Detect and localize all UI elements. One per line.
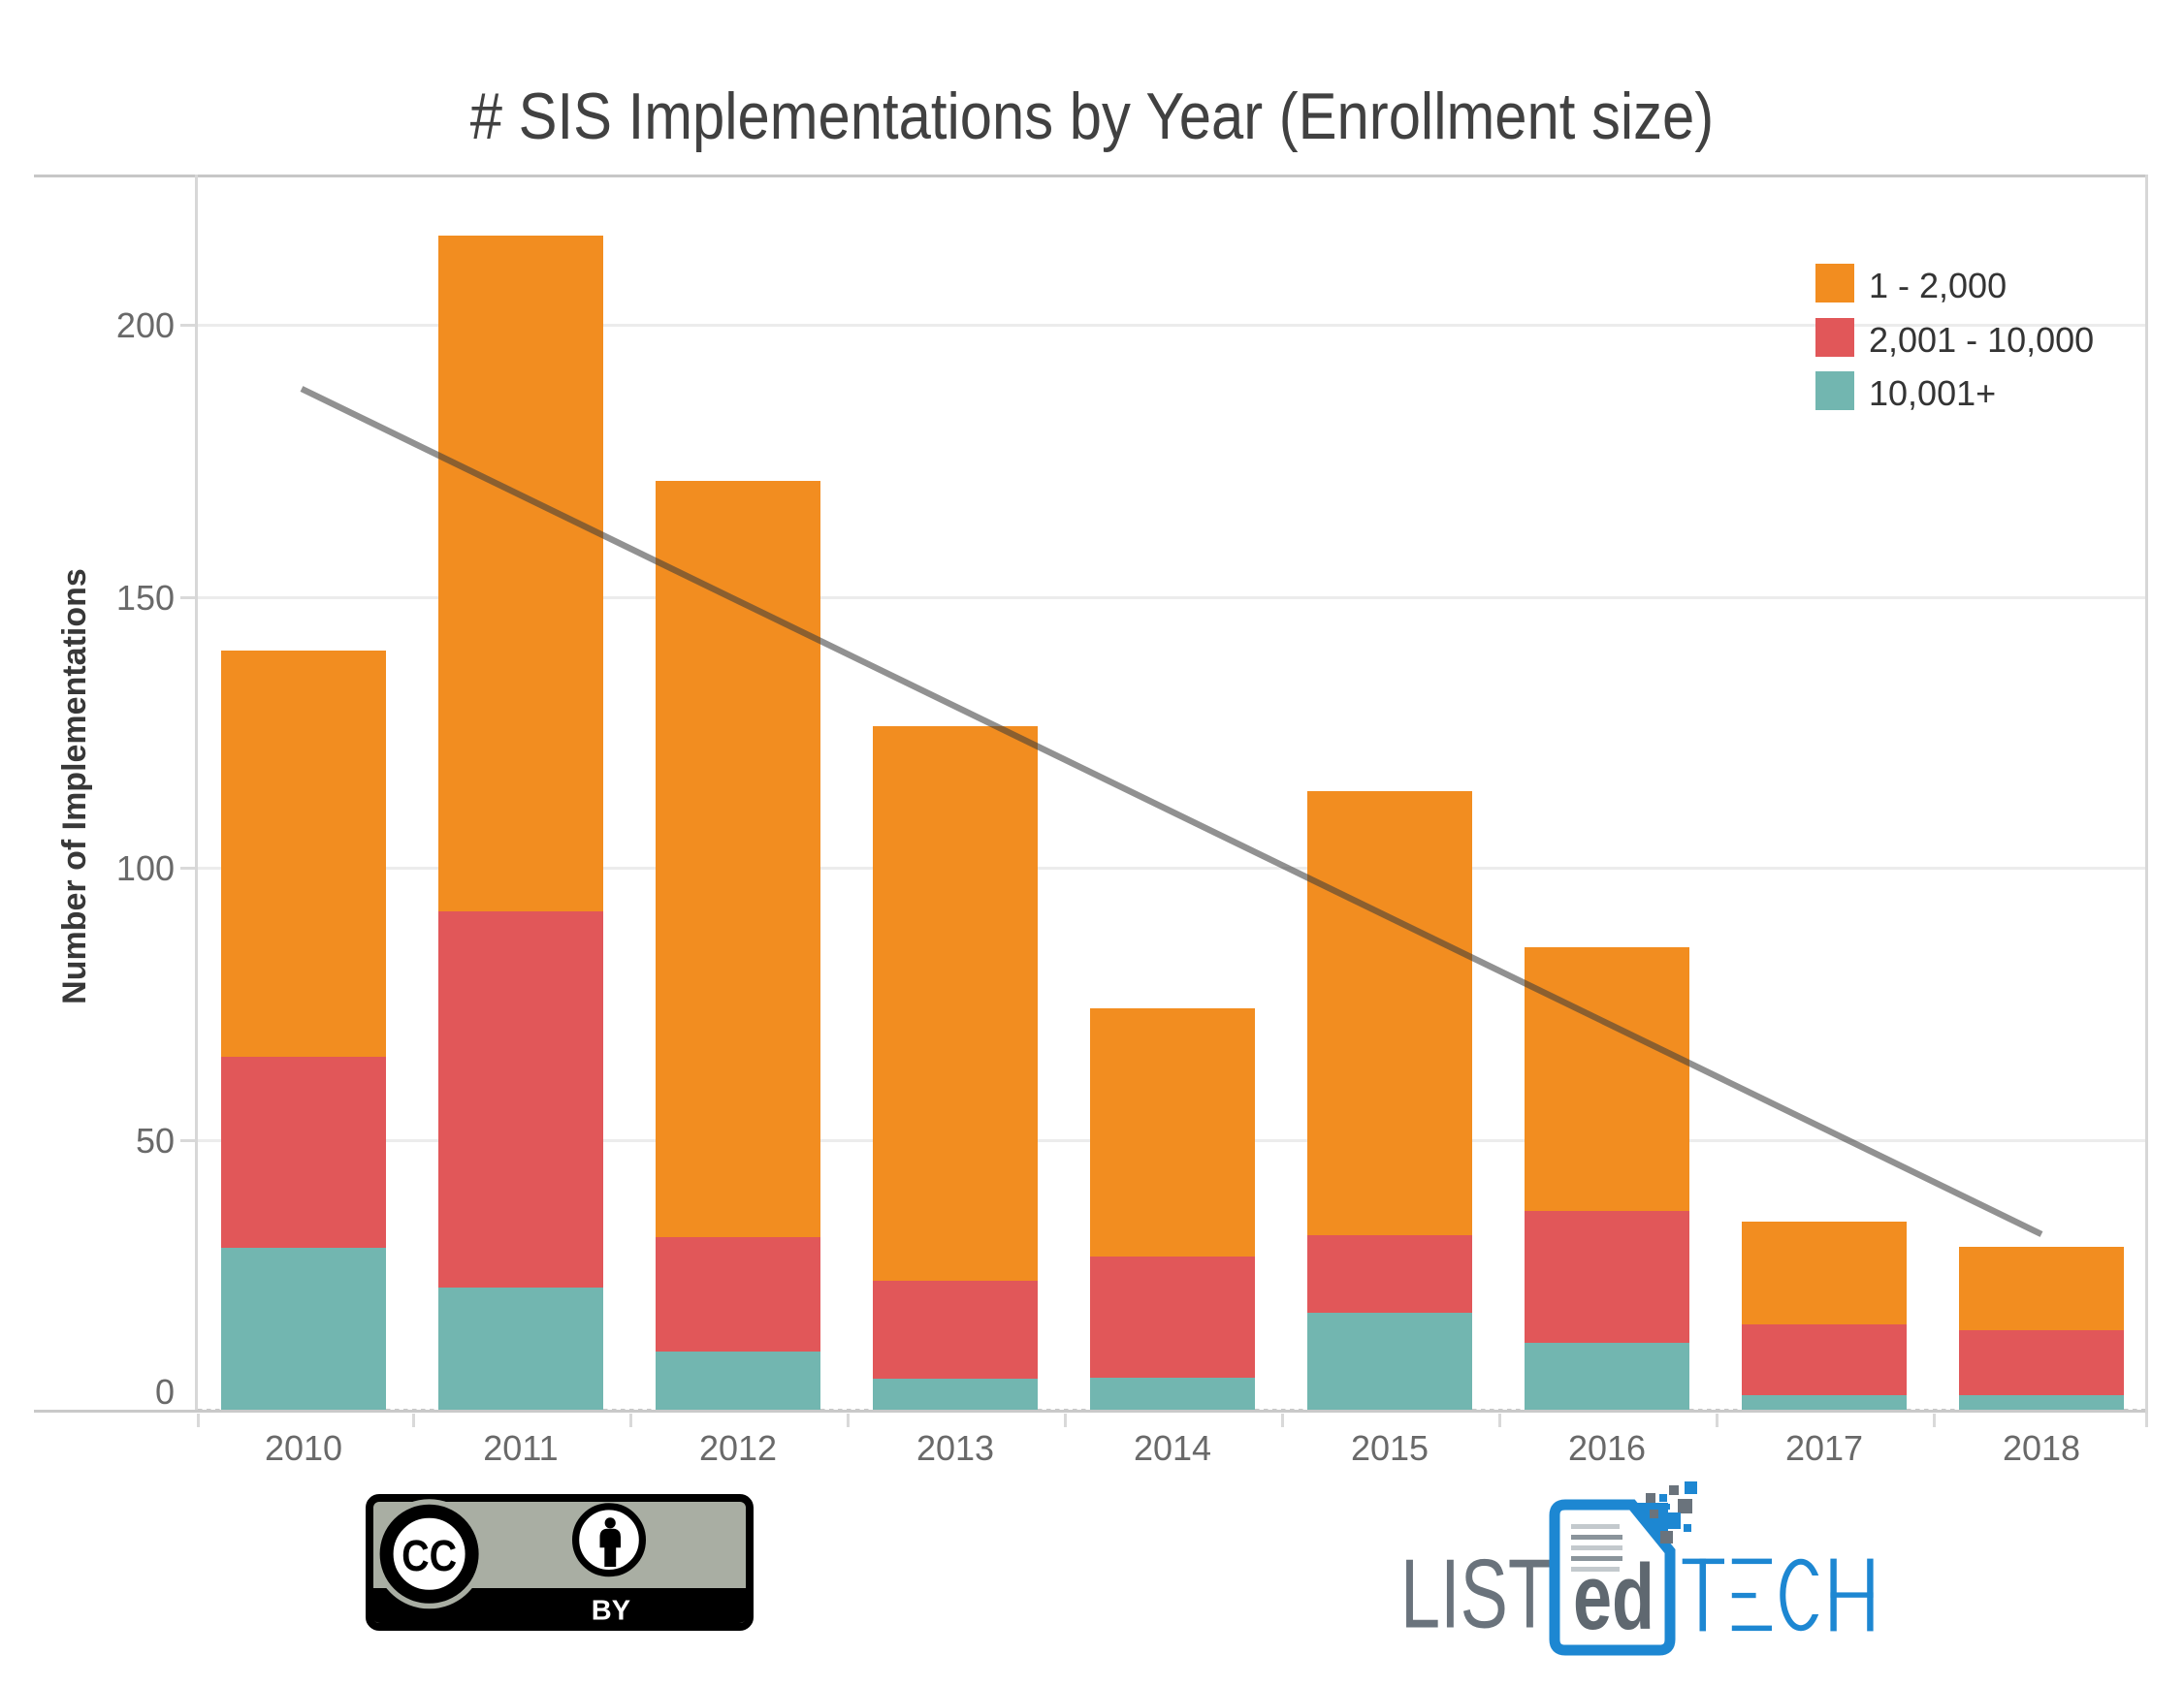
svg-text:CC: CC: [401, 1531, 457, 1580]
svg-text:LIST: LIST: [1400, 1541, 1552, 1649]
svg-text:BY: BY: [592, 1596, 630, 1627]
svg-text:ed: ed: [1573, 1545, 1654, 1649]
